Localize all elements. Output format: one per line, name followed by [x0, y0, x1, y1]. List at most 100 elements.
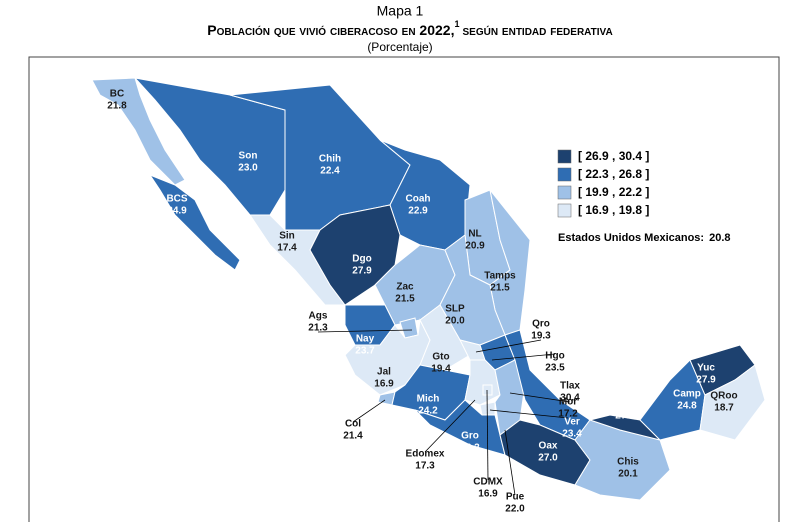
state-name: CDMX: [473, 477, 503, 488]
state-value: 22.0: [505, 504, 525, 515]
state-name: Mor: [559, 397, 577, 408]
state-name: Tab: [616, 399, 633, 410]
state-value: 27.9: [352, 266, 372, 277]
national-value: 20.8: [709, 232, 730, 244]
state-name: Hgo: [545, 351, 564, 362]
state-name: Gto: [432, 352, 449, 363]
state-value: 24.2: [418, 406, 438, 417]
state-value: 18.7: [714, 403, 734, 414]
legend-swatch: [557, 149, 572, 164]
state-area: [91, 77, 186, 186]
state-name: Col: [345, 419, 361, 430]
state-value: 20.0: [445, 316, 465, 327]
state-value: 26.2: [460, 443, 480, 454]
state-name: Qro: [532, 319, 550, 330]
state-area: [419, 304, 471, 371]
state-name: NL: [468, 229, 481, 240]
states: [91, 77, 766, 501]
state-name: Gro: [461, 431, 479, 442]
legend-label: [ 16.9 , 19.8 ]: [578, 203, 649, 217]
state-name: Ags: [309, 311, 328, 322]
state-name: Tamps: [484, 271, 516, 282]
state-value: 22.4: [320, 166, 340, 177]
state-value: 19.4: [431, 364, 451, 375]
leader-line: [317, 329, 413, 333]
state-area: [414, 399, 506, 456]
title: Mapa 1: [377, 3, 424, 19]
state-name: Oax: [539, 441, 558, 452]
state-name: Mich: [417, 394, 440, 405]
state-value: 17.4: [277, 243, 297, 254]
leader-line: [424, 399, 476, 453]
state-value: 16.9: [478, 489, 498, 500]
subtitle-text: según entidad federativa: [462, 22, 612, 38]
state-value: 20.9: [465, 241, 485, 252]
legend-label: [ 19.9 , 22.2 ]: [578, 185, 649, 199]
state-area: [699, 364, 766, 441]
legend: [ 26.9 , 30.4 ] [ 22.3 , 26.8 ] [ 19.9 , 2…: [557, 149, 649, 218]
state-value: 24.9: [167, 206, 187, 217]
state-area: [482, 384, 493, 396]
state-value: 23.4: [562, 429, 582, 440]
state-value: 19.3: [531, 331, 551, 342]
state-value: 27.9: [615, 411, 635, 422]
legend-swatch: [557, 203, 572, 218]
leader-line: [504, 429, 516, 496]
leader-line: [491, 353, 556, 361]
legend-swatch: [557, 167, 572, 182]
state-name: Edomex: [406, 449, 445, 460]
state-name: Chis: [617, 457, 639, 468]
national-label: Estados Unidos Mexicanos: 20.8: [558, 232, 731, 244]
state-name: Sin: [279, 231, 295, 242]
state-name: Pue: [506, 492, 525, 503]
state-name: Jal: [377, 367, 391, 378]
state-value: 20.1: [618, 469, 638, 480]
state-value: 24.8: [677, 401, 697, 412]
leader-line: [352, 399, 386, 423]
subtitle-text: Población que vivió ciberacoso en 2022,: [207, 22, 454, 38]
leader-line: [486, 389, 489, 481]
state-value: 27.0: [538, 453, 558, 464]
state-value: 16.9: [374, 379, 394, 390]
state-name: BCS: [166, 194, 187, 205]
state-name: Ver: [564, 417, 580, 428]
leader-line: [509, 392, 571, 403]
state-value: 21.5: [490, 283, 510, 294]
footnote-mark: 1: [454, 19, 459, 29]
leader-line: [489, 409, 569, 419]
state-name: Dgo: [352, 254, 371, 265]
state-name: BC: [110, 89, 124, 100]
state-name: Chih: [319, 154, 341, 165]
state-name: SLP: [445, 304, 465, 315]
state-value: 21.8: [107, 101, 127, 112]
state-name: Nay: [356, 334, 375, 345]
state-value: 30.4: [560, 393, 580, 404]
state-name: QRoo: [710, 391, 737, 402]
state-value: 21.3: [308, 323, 328, 334]
legend-swatch: [557, 185, 572, 200]
state-name: Coah: [406, 194, 431, 205]
map-frame: [28, 56, 780, 522]
state-value: 23.5: [545, 363, 565, 374]
state-value: 21.4: [343, 431, 363, 442]
state-area: [148, 173, 241, 271]
state-value: 23.7: [355, 346, 375, 357]
state-name: Yuc: [697, 363, 715, 374]
state-name: Tlax: [560, 381, 580, 392]
legend-label: [ 22.3 , 26.8 ]: [578, 167, 649, 181]
state-name: Son: [239, 151, 258, 162]
state-value: 17.2: [558, 409, 578, 420]
leader-line: [475, 339, 542, 353]
state-value: 27.9: [696, 375, 716, 386]
unit: (Porcentaje): [367, 40, 432, 54]
state-value: 17.3: [415, 461, 435, 472]
legend-label: [ 26.9 , 30.4 ]: [578, 149, 649, 163]
state-value: 21.5: [395, 294, 415, 305]
national-name: Estados Unidos Mexicanos:: [558, 232, 704, 244]
state-value: 22.9: [408, 206, 428, 217]
state-name: Zac: [396, 282, 414, 293]
state-name: Camp: [673, 389, 701, 400]
